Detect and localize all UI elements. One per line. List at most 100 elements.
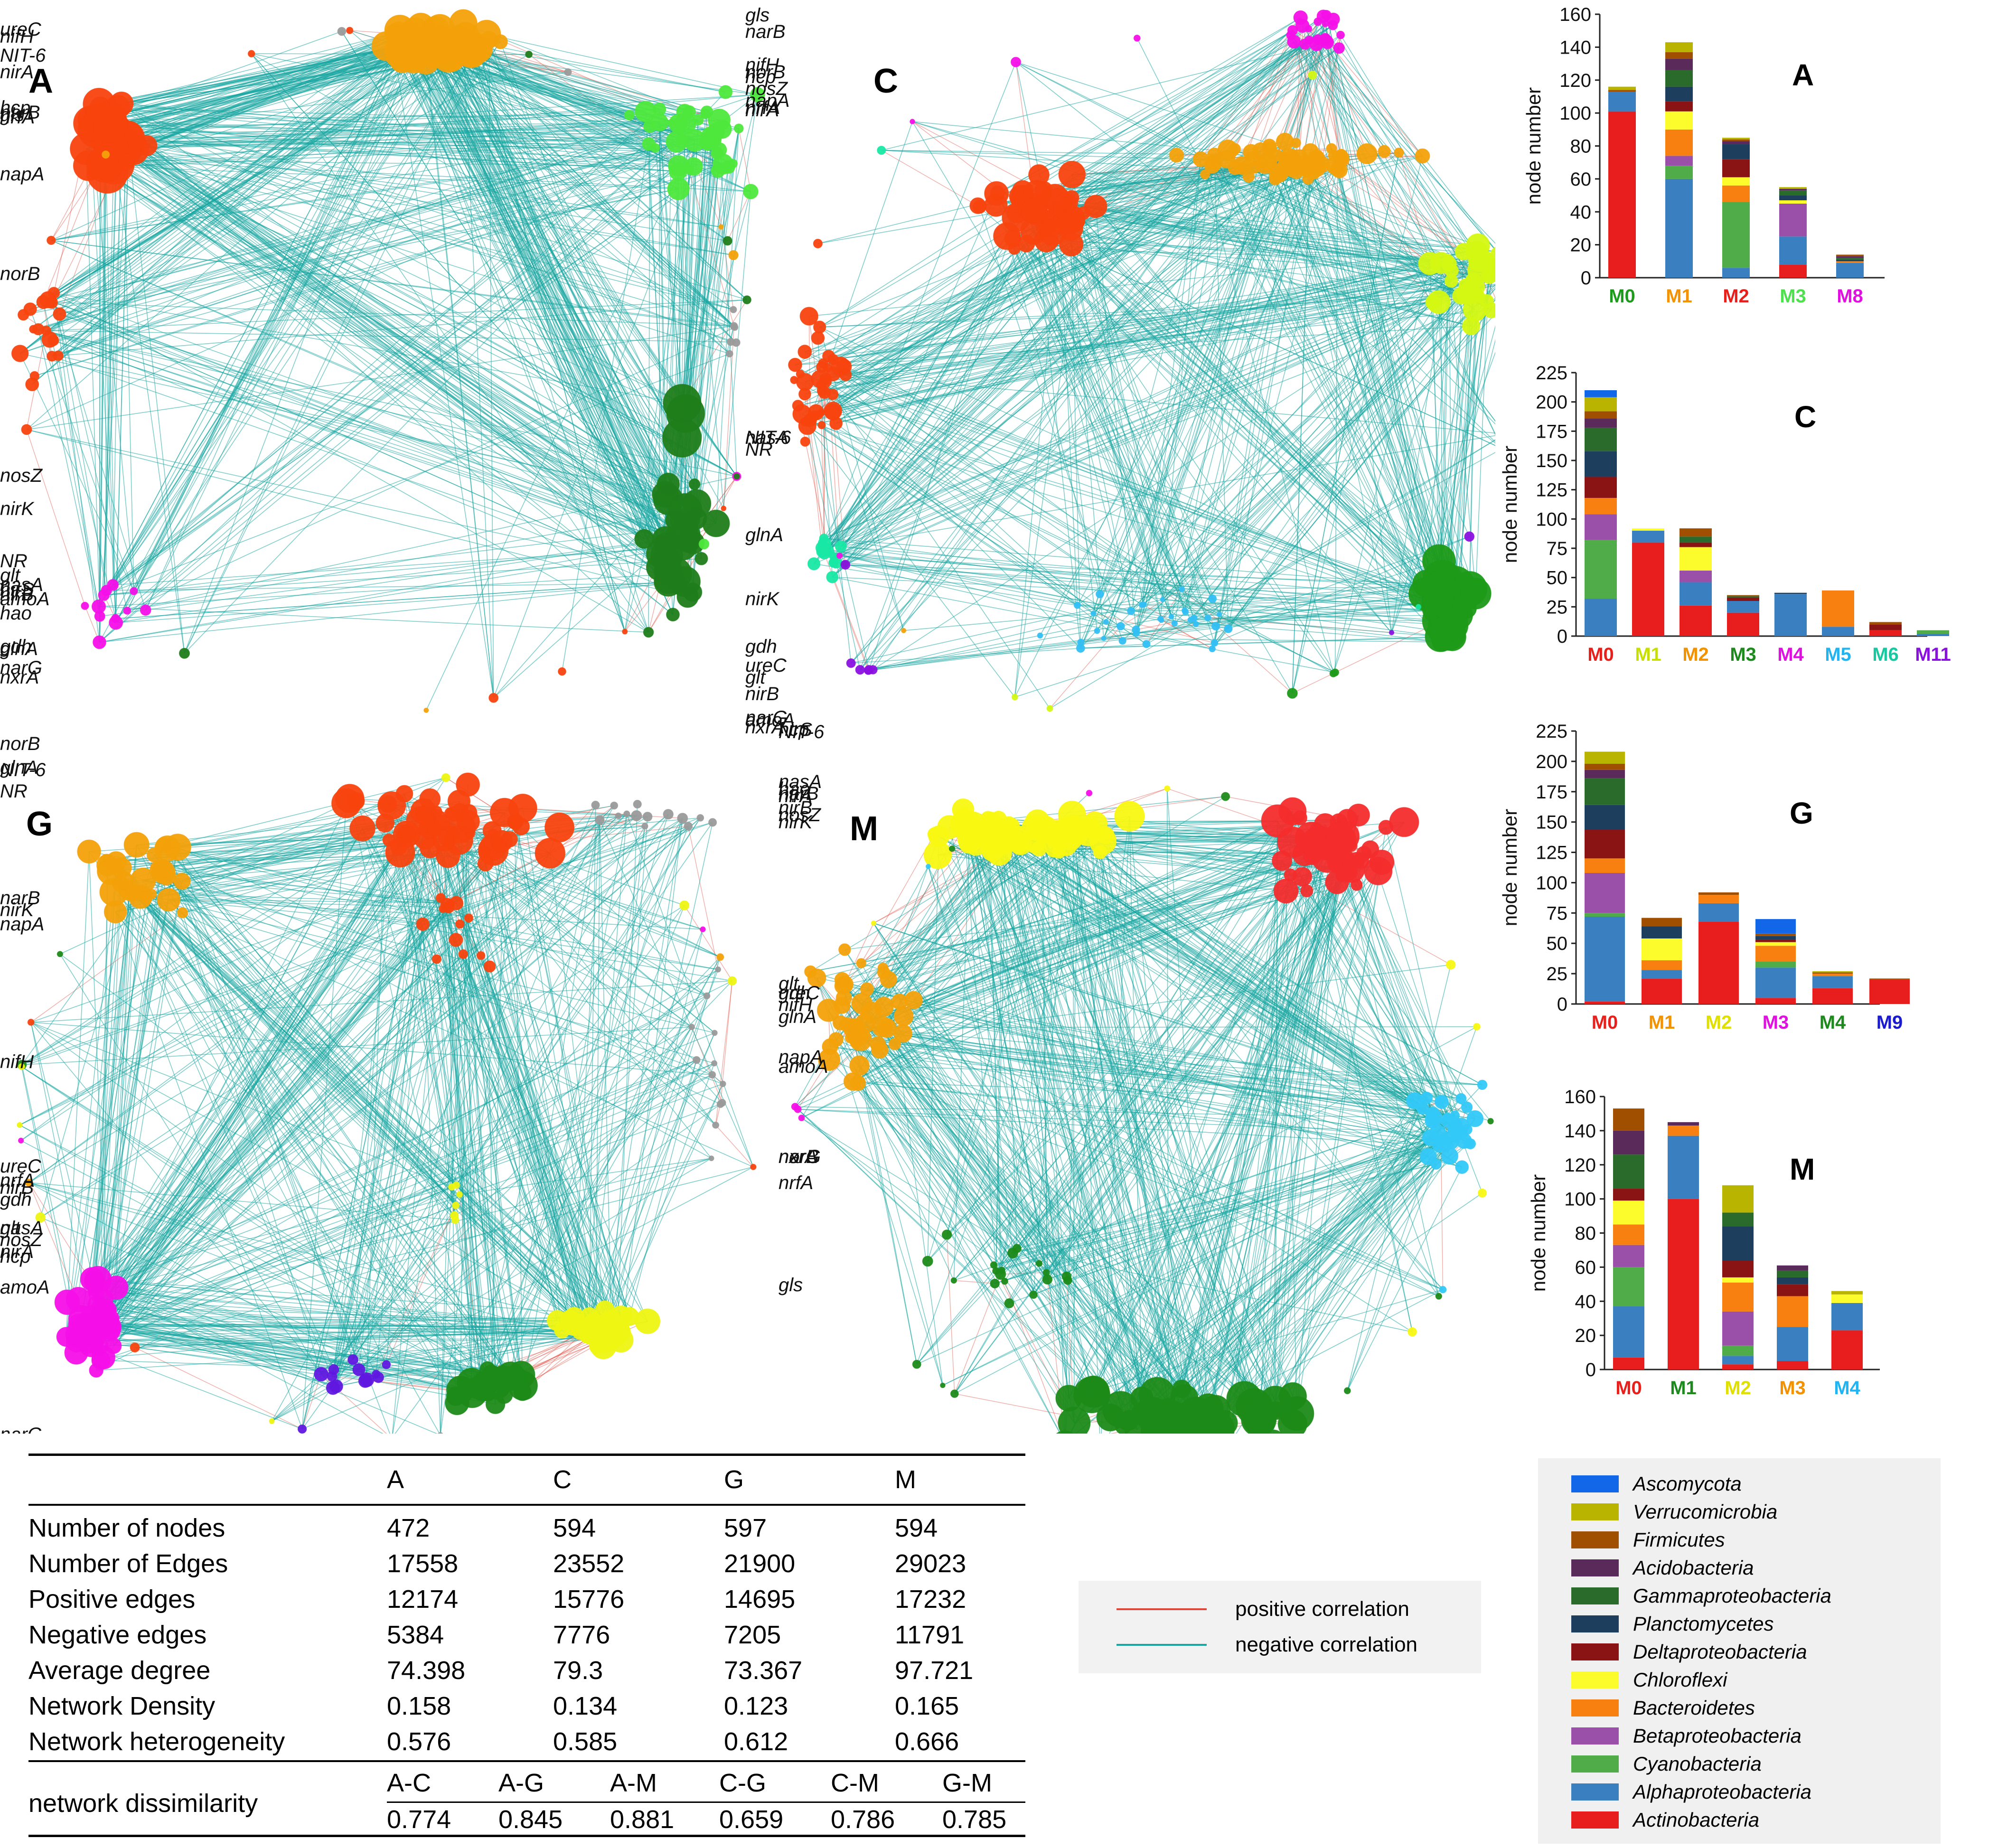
negative-edge (32, 55, 412, 385)
taxa-legend-item: Bacteroidetes (1571, 1696, 1755, 1720)
negative-edge (115, 148, 129, 623)
bar-segment-M3 (1779, 188, 1807, 191)
dissimilarity-label: network dissimilarity (28, 1789, 258, 1818)
stats-cell: 0.666 (895, 1727, 959, 1756)
negative-edge (128, 135, 669, 501)
negative-edge (98, 606, 649, 633)
negative-edge (38, 328, 695, 485)
negative-edge (128, 34, 396, 141)
stats-cell: 0.585 (553, 1727, 618, 1756)
y-tick-label: 140 (1559, 37, 1591, 58)
negative-edge (103, 112, 685, 596)
bar-segment-M1 (1632, 542, 1664, 636)
bar-segment-M3 (1755, 919, 1796, 934)
negative-edge (98, 573, 676, 607)
bar-segment-M1 (1668, 1126, 1699, 1136)
stats-cell: 74.398 (387, 1656, 466, 1685)
network-node (109, 91, 134, 116)
bar-segment-M0 (1613, 1108, 1644, 1131)
negative-edge (52, 140, 695, 357)
stats-cell: 12174 (387, 1585, 459, 1613)
bar-segment-M3 (1779, 200, 1807, 204)
network-node (53, 350, 64, 361)
network-nodes (11, 9, 765, 713)
y-tick-label: 175 (1536, 421, 1567, 442)
negative-edge (99, 59, 414, 643)
bar-segment-M4 (1831, 1330, 1863, 1370)
bar-segment-M0 (1585, 858, 1625, 873)
bar-segment-M4 (1812, 974, 1853, 976)
y-tick-label: 25 (1547, 597, 1568, 618)
module-label-M9: M9 (1877, 1012, 1903, 1033)
negative-edge (106, 188, 679, 591)
taxa-legend-item: Actinobacteria (1571, 1808, 1759, 1832)
bar-segment-M2 (1680, 528, 1712, 537)
taxa-color-swatch (1571, 1643, 1619, 1660)
bar-segment-M0 (1613, 1245, 1644, 1267)
negative-edge (448, 56, 667, 544)
bar-segment-M8 (1836, 258, 1864, 260)
bar-segment-M2 (1722, 1311, 1754, 1346)
negative-edge (99, 103, 708, 145)
negative-edge (479, 48, 692, 520)
negative-edge (184, 43, 416, 654)
bar-chart-label-G: G (1790, 796, 1813, 830)
y-tick-label: 20 (1570, 235, 1592, 256)
dissimilarity-value: 0.659 (719, 1805, 784, 1834)
y-tick-label: 75 (1547, 903, 1568, 924)
bar-segment-M0 (1608, 90, 1636, 92)
bar-segment-M1 (1668, 1135, 1699, 1199)
bar-segment-M1 (1632, 531, 1664, 543)
negative-edge (107, 131, 712, 140)
bar-segment-M2 (1722, 159, 1750, 178)
stats-cell: 7776 (553, 1621, 610, 1649)
bar-segment-M3 (1779, 190, 1807, 196)
negative-edge (98, 48, 479, 607)
dissimilarity-value: 0.785 (942, 1805, 1007, 1834)
negative-edge (113, 163, 737, 477)
bar-segment-M2 (1698, 903, 1739, 922)
negative-edge (111, 131, 734, 310)
negative-edge (99, 121, 107, 617)
taxa-legend-label: Deltaproteobacteria (1633, 1641, 1807, 1663)
bar-segment-M3 (1779, 203, 1807, 237)
col-header-G: G (724, 1465, 744, 1494)
stats-row-label: Number of nodes (28, 1514, 225, 1542)
negative-edge (94, 42, 430, 121)
negative-edge (184, 53, 473, 654)
taxa-color-swatch (1571, 1699, 1619, 1717)
negative-edge (128, 56, 406, 149)
negative-edge (38, 166, 694, 330)
network-node (669, 162, 687, 181)
negative-edge (457, 54, 691, 540)
module-label-M11: M11 (1915, 644, 1951, 665)
negative-edge (104, 132, 692, 528)
network-node (21, 424, 32, 435)
network-panels: nosZnirKglsnirAnarBnrfAnapAhcpnorBglnAur… (0, 5, 1495, 1434)
negative-edge (115, 55, 412, 623)
negative-edge (122, 148, 661, 554)
negative-edge (413, 59, 669, 582)
bar-segment-M4 (1774, 592, 1807, 594)
negative-edge (121, 103, 720, 150)
y-tick-label: 60 (1575, 1257, 1596, 1278)
bar-segment-M9 (1869, 979, 1910, 1004)
bar-segment-M2 (1722, 139, 1750, 141)
bar-segment-M1 (1642, 918, 1682, 927)
negative-edge (113, 94, 758, 135)
stats-cell: 0.123 (724, 1692, 788, 1720)
col-header-M: M (895, 1465, 916, 1494)
stats-cell: 15776 (553, 1585, 625, 1613)
bar-segment-M3 (1755, 946, 1796, 962)
stats-row-label: Network heterogeneity (28, 1727, 285, 1756)
network-node (47, 335, 59, 346)
module-label-M2: M2 (1682, 644, 1709, 665)
negative-edge (394, 52, 494, 698)
bar-segment-M2 (1722, 268, 1750, 278)
y-tick-label: 50 (1547, 568, 1568, 589)
taxa-legend-item: Verrucomicrobia (1571, 1500, 1777, 1524)
y-tick-label: 125 (1536, 843, 1567, 863)
negative-edge (47, 299, 694, 544)
bar-segment-M3 (1727, 612, 1759, 636)
